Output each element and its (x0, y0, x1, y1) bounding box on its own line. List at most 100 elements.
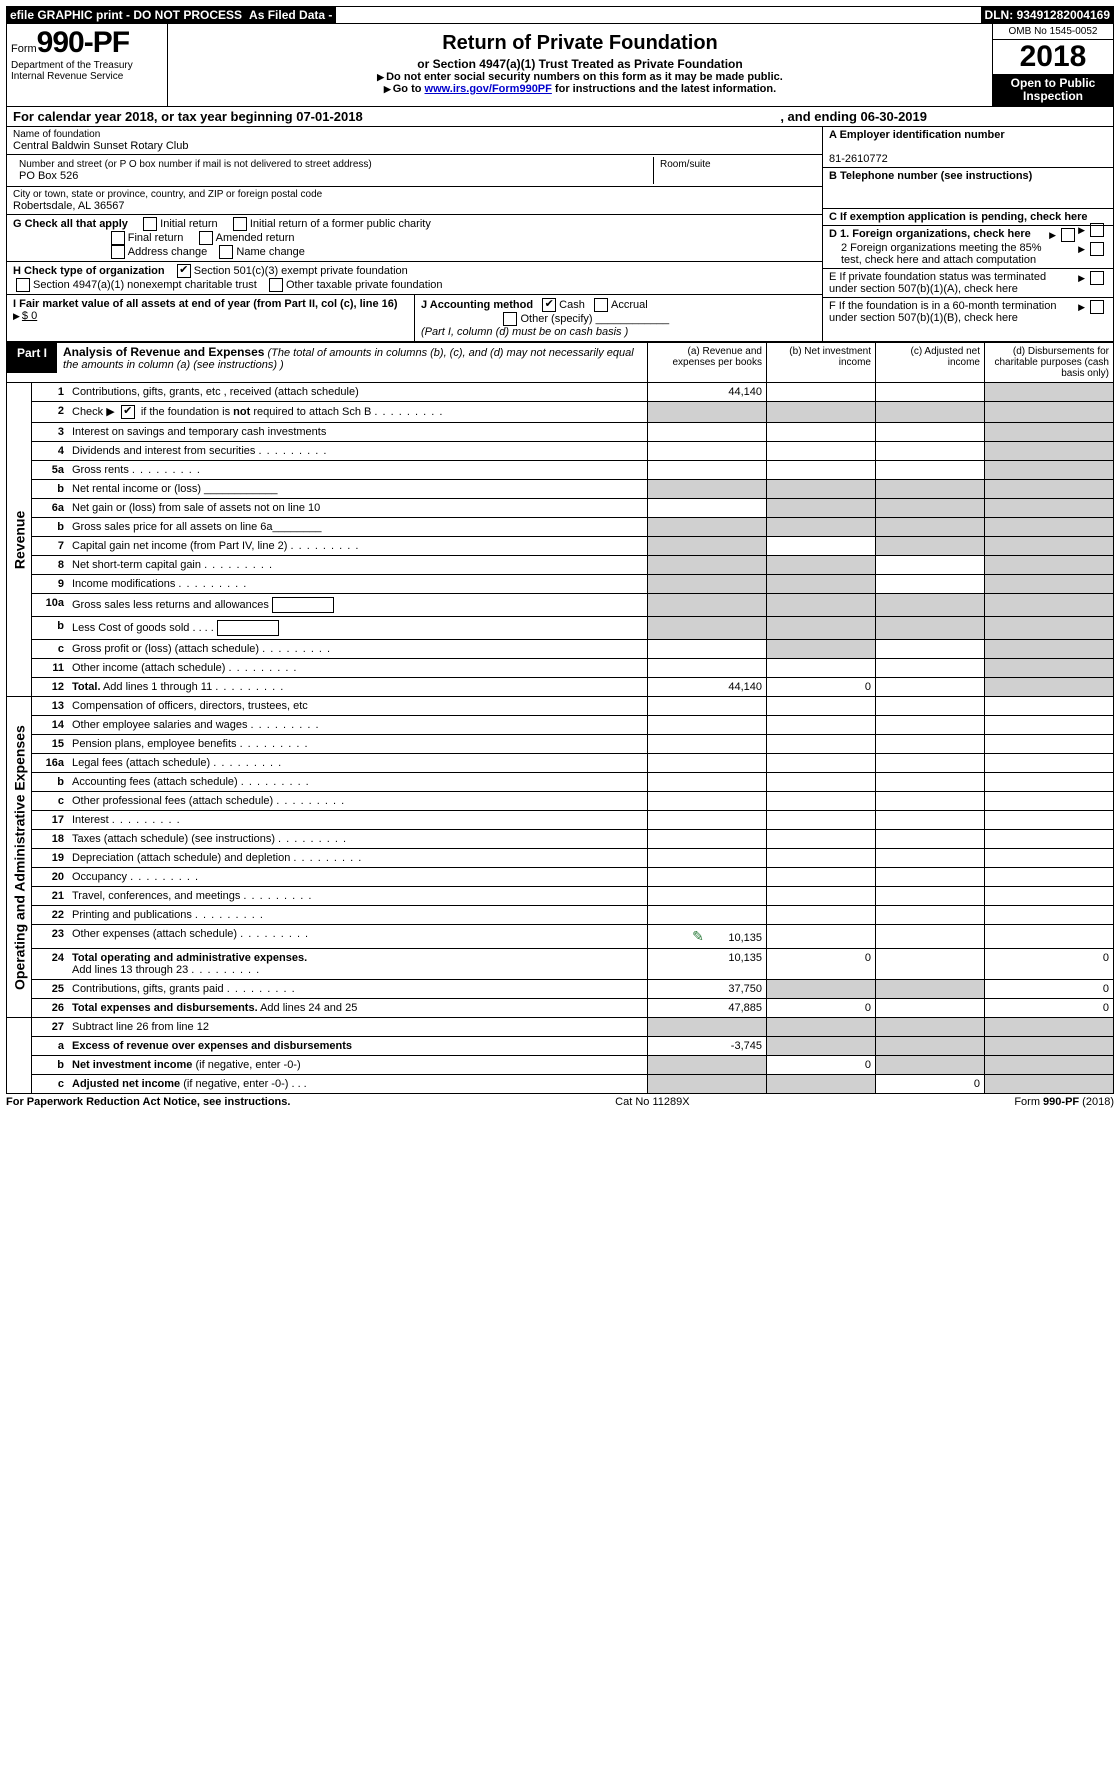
row-4: 4Dividends and interest from securities (7, 442, 1114, 461)
tax-year: 2018 (993, 40, 1113, 74)
chk-4947a1[interactable] (16, 278, 30, 292)
row-16c: cOther professional fees (attach schedul… (7, 792, 1114, 811)
chk-address-change[interactable] (111, 245, 125, 259)
revenue-label: Revenue (7, 383, 32, 697)
title-block: Form990-PF Department of the Treasury In… (6, 24, 1114, 107)
chk-d2[interactable] (1090, 242, 1104, 256)
row-18: 18Taxes (attach schedule) (see instructi… (7, 830, 1114, 849)
row-10b: bLess Cost of goods sold . . . . (7, 617, 1114, 640)
row-3: 3Interest on savings and temporary cash … (7, 423, 1114, 442)
calendar-year-row: For calendar year 2018, or tax year begi… (6, 107, 1114, 127)
row-26: 26Total expenses and disbursements. Add … (7, 999, 1114, 1018)
omb-number: OMB No 1545-0052 (993, 24, 1113, 40)
section-i: I Fair market value of all assets at end… (7, 295, 415, 341)
note-ssn: Do not enter social security numbers on … (386, 71, 783, 83)
irs-label: Internal Revenue Service (11, 71, 123, 82)
irs-link[interactable]: www.irs.gov/Form990PF (425, 83, 552, 95)
row-11: 11Other income (attach schedule) (7, 659, 1114, 678)
part1-tag: Part I (7, 343, 57, 373)
row-8: 8Net short-term capital gain (7, 556, 1114, 575)
chk-accrual[interactable] (594, 298, 608, 312)
chk-d1[interactable] (1061, 228, 1075, 242)
row-27b: bNet investment income (if negative, ent… (7, 1056, 1114, 1075)
ein-label: A Employer identification number (829, 129, 1005, 141)
part1-title: Analysis of Revenue and Expenses (63, 345, 264, 359)
row-13: Operating and Administrative Expenses 13… (7, 697, 1114, 716)
address: PO Box 526 (19, 170, 647, 182)
row-17: 17Interest (7, 811, 1114, 830)
c-label: C If exemption application is pending, c… (829, 211, 1088, 223)
d2-label: 2 Foreign organizations meeting the 85% … (829, 242, 1061, 266)
row-1: Revenue 1Contributions, gifts, grants, e… (7, 383, 1114, 402)
row-5a: 5aGross rents (7, 461, 1114, 480)
row-19: 19Depreciation (attach schedule) and dep… (7, 849, 1114, 868)
chk-e[interactable] (1090, 271, 1104, 285)
city: Robertsdale, AL 36567 (13, 200, 816, 212)
row-2: 2Check ▶ ✔ if the foundation is not requ… (7, 402, 1114, 423)
entity-info: Name of foundation Central Baldwin Sunse… (6, 127, 1114, 342)
chk-other-taxable[interactable] (269, 278, 283, 292)
section-g: G Check all that apply Initial return In… (7, 215, 822, 262)
ein: 81-2610772 (829, 153, 888, 165)
col-b-header: (b) Net investment income (767, 343, 876, 383)
row-27c: cAdjusted net income (if negative, enter… (7, 1075, 1114, 1094)
dept-label: Department of the Treasury (11, 60, 133, 71)
chk-initial-return[interactable] (143, 217, 157, 231)
row-21: 21Travel, conferences, and meetings (7, 887, 1114, 906)
row-5b: bNet rental income or (loss) ___________… (7, 480, 1114, 499)
phone-label: B Telephone number (see instructions) (829, 170, 1032, 182)
row-10a: 10aGross sales less returns and allowanc… (7, 594, 1114, 617)
room-label: Room/suite (654, 157, 816, 184)
city-label: City or town, state or province, country… (13, 189, 816, 200)
row-14: 14Other employee salaries and wages (7, 716, 1114, 735)
chk-initial-former[interactable] (233, 217, 247, 231)
open-public-label: Open to Public Inspection (993, 74, 1113, 106)
row-16b: bAccounting fees (attach schedule) (7, 773, 1114, 792)
foundation-name: Central Baldwin Sunset Rotary Club (13, 140, 816, 152)
row-23: 23Other expenses (attach schedule) ✎ 10,… (7, 925, 1114, 949)
col-d-header: (d) Disbursements for charitable purpose… (985, 343, 1114, 383)
chk-501c3[interactable]: ✔ (177, 264, 191, 278)
f-label: F If the foundation is in a 60-month ter… (829, 300, 1069, 324)
footer-cat: Cat No 11289X (615, 1096, 689, 1108)
row-25: 25Contributions, gifts, grants paid 37,7… (7, 980, 1114, 999)
address-label: Number and street (or P O box number if … (19, 159, 647, 170)
col-a-header: (a) Revenue and expenses per books (648, 343, 767, 383)
chk-cash[interactable]: ✔ (542, 298, 556, 312)
chk-c[interactable] (1090, 223, 1104, 237)
e-label: E If private foundation status was termi… (829, 271, 1069, 295)
attachment-icon[interactable]: ✎ (692, 928, 704, 944)
expenses-label: Operating and Administrative Expenses (7, 697, 32, 1018)
fmv-value: $ 0 (22, 310, 37, 322)
dln: DLN: 93491282004169 (982, 7, 1113, 23)
as-filed-label: As Filed Data - (246, 7, 336, 23)
row-27a: aExcess of revenue over expenses and dis… (7, 1037, 1114, 1056)
chk-amended-return[interactable] (199, 231, 213, 245)
row-10c: cGross profit or (loss) (attach schedule… (7, 640, 1114, 659)
row-7: 7Capital gain net income (from Part IV, … (7, 537, 1114, 556)
form-word: Form (11, 43, 37, 55)
chk-other-method[interactable] (503, 312, 517, 326)
footer-left: For Paperwork Reduction Act Notice, see … (6, 1096, 290, 1108)
row-6a: 6aNet gain or (loss) from sale of assets… (7, 499, 1114, 518)
top-header: efile GRAPHIC print - DO NOT PROCESS As … (6, 6, 1114, 24)
page-subtitle: or Section 4947(a)(1) Trust Treated as P… (172, 57, 988, 71)
chk-f[interactable] (1090, 300, 1104, 314)
page-footer: For Paperwork Reduction Act Notice, see … (6, 1094, 1114, 1110)
row-24: 24Total operating and administrative exp… (7, 949, 1114, 980)
page-title: Return of Private Foundation (172, 32, 988, 55)
row-6b: bGross sales price for all assets on lin… (7, 518, 1114, 537)
row-9: 9Income modifications (7, 575, 1114, 594)
efile-label: efile GRAPHIC print - DO NOT PROCESS (7, 7, 246, 23)
row-15: 15Pension plans, employee benefits (7, 735, 1114, 754)
form-number: 990-PF (37, 26, 129, 59)
d1-label: D 1. Foreign organizations, check here (829, 228, 1031, 240)
section-j: J Accounting method ✔Cash Accrual Other … (415, 295, 822, 341)
col-c-header: (c) Adjusted net income (876, 343, 985, 383)
chk-name-change[interactable] (219, 245, 233, 259)
chk-final-return[interactable] (111, 231, 125, 245)
foundation-name-label: Name of foundation (13, 129, 816, 140)
footer-form: Form 990-PF (2018) (1014, 1096, 1114, 1108)
part1-table: Part I Analysis of Revenue and Expenses … (6, 342, 1114, 1094)
row-12: 12Total. Add lines 1 through 11 44,1400 (7, 678, 1114, 697)
